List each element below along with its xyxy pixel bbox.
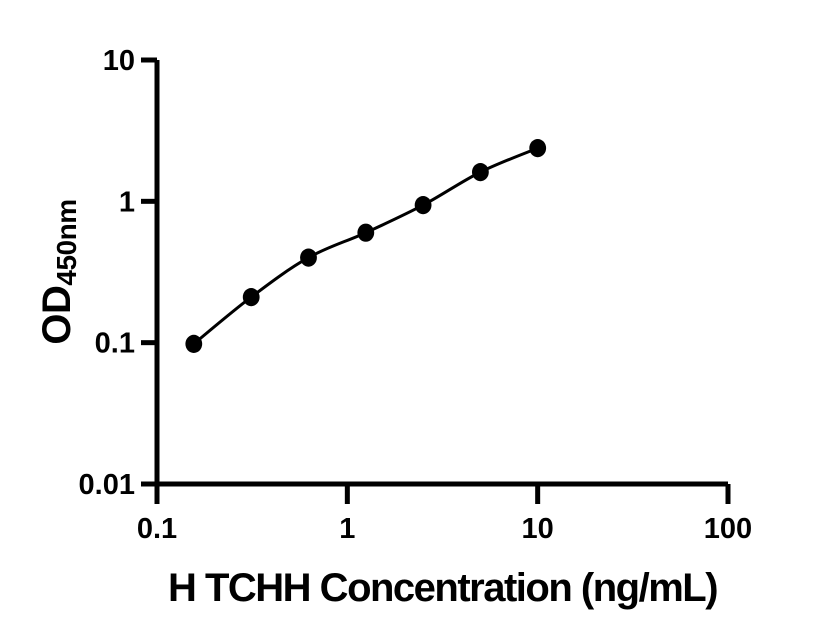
data-point <box>185 334 203 353</box>
data-point <box>357 223 375 242</box>
y-axis-title-text: OD450nm <box>35 199 83 344</box>
y-axis-title-main: OD <box>35 285 79 345</box>
y-tick-label: 0.1 <box>95 328 135 360</box>
x-tick-label: 100 <box>704 513 752 545</box>
data-point <box>472 163 489 182</box>
y-tick-label: 0.01 <box>79 469 135 501</box>
data-point <box>242 288 260 307</box>
y-axis-title-sub: 450nm <box>51 199 82 286</box>
data-point <box>529 139 547 158</box>
x-axis-title: H TCHH Concentration (ng/mL) <box>167 566 719 610</box>
axes-spines <box>154 60 728 487</box>
x-tick-label: 10 <box>522 513 554 545</box>
data-point <box>414 196 432 215</box>
x-tick-label: 1 <box>339 513 355 545</box>
y-tick-label: 10 <box>103 45 135 77</box>
y-tick-label: 1 <box>119 186 135 218</box>
y-axis-title: OD450nm <box>27 102 91 442</box>
x-tick-label: 0.1 <box>137 513 177 545</box>
data-point <box>300 248 317 267</box>
